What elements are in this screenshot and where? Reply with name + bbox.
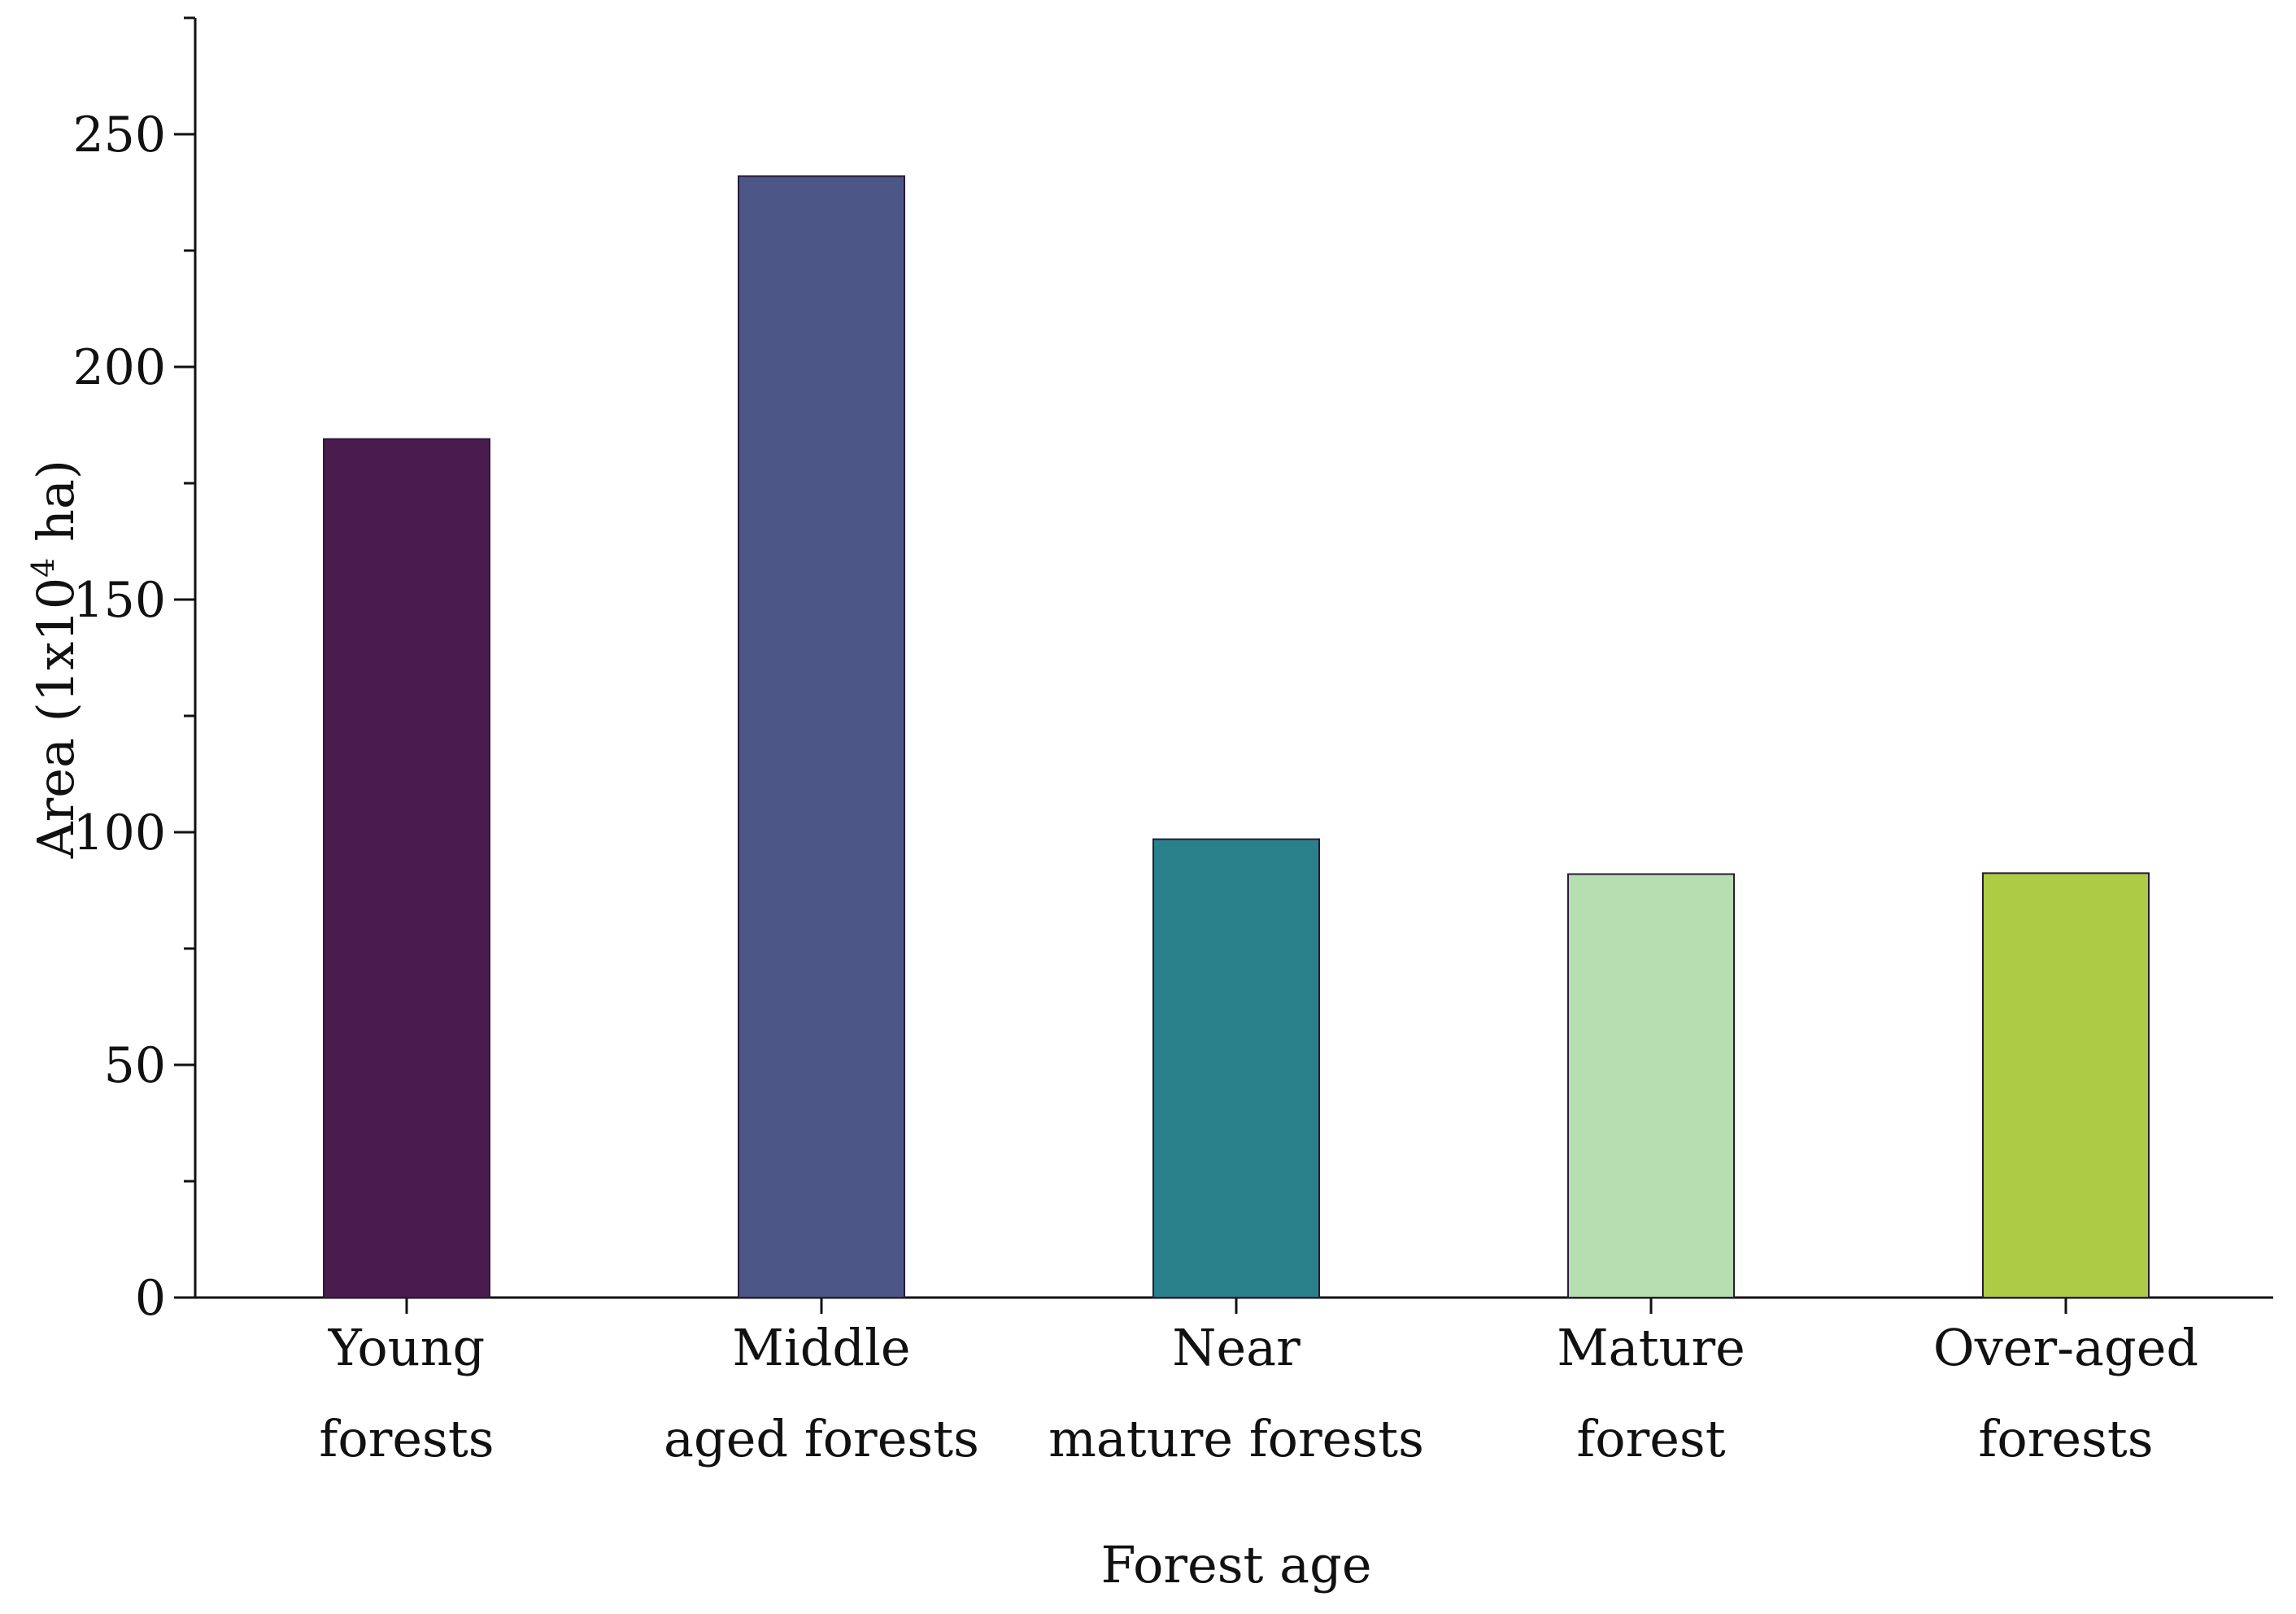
x-tick-label: Middle [732,1318,910,1377]
x-tick-label: forests [319,1409,494,1468]
y-axis-title-suffix: ha) [26,460,85,558]
x-tick-label: Mature [1557,1318,1745,1377]
y-tick-label: 50 [104,1037,166,1094]
y-axis: 0 50 100 150 200 250 [72,16,197,1327]
x-axis-title: Forest age [1100,1535,1371,1594]
bar [738,175,905,1299]
y-tick-label: 200 [72,339,166,396]
bar [1982,872,2150,1299]
bars [323,175,2150,1299]
x-axis [194,1296,2273,1314]
x-tick-label: mature forests [1048,1409,1424,1468]
bar [323,438,490,1298]
y-axis-title: Area (1x104 ha) [25,460,85,859]
x-tick-label: aged forests [664,1409,979,1468]
bar [1152,838,1320,1298]
x-tick-label: forests [1978,1409,2153,1468]
y-tick-label: 150 [72,572,166,629]
y-tick-label: 250 [72,107,166,164]
x-tick-label: forest [1576,1409,1725,1468]
x-tick-label: Young [328,1318,485,1377]
y-tick-label: 0 [135,1270,166,1327]
x-tick-label: Over-aged [1933,1318,2198,1377]
bar [1567,873,1735,1298]
x-tick-label: Near [1172,1318,1300,1377]
x-tick-labels: Young forests Middle aged forests Near mature… [319,1318,2198,1468]
y-axis-title-superscript: 4 [25,558,61,578]
y-tick-label: 100 [72,805,166,862]
y-axis-title-prefix: Area (1x10 [26,578,85,859]
